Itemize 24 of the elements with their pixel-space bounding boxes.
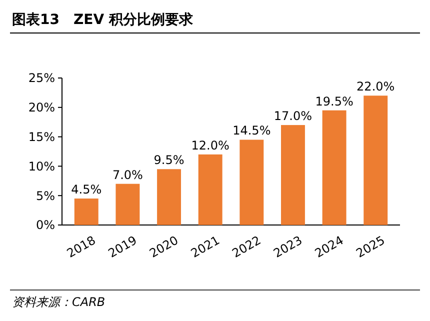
bar [240,140,264,225]
y-tick-label: 5% [36,188,55,203]
bar [281,125,305,225]
y-tick-label: 0% [36,218,55,232]
bar [322,110,346,225]
data-label: 7.0% [112,168,143,182]
bar [74,198,98,225]
bar [116,184,140,225]
y-tick-label: 25% [28,71,55,86]
data-label: 22.0% [356,80,395,94]
y-tick-label: 15% [28,130,55,144]
data-label: 12.0% [191,138,230,152]
data-label: 14.5% [232,124,271,138]
data-label: 4.5% [71,182,102,197]
y-tick-label: 10% [28,159,55,174]
chart-title: 图表13 ZEV 积分比例要求 [12,12,194,28]
y-tick-label: 20% [28,100,55,115]
data-label: 9.5% [154,153,184,168]
bar [198,154,222,225]
bar [364,96,388,225]
text: 资料来源：CARB [12,295,106,309]
bar [157,169,182,225]
data-label: 19.5% [315,94,354,108]
data-label: 17.0% [274,109,312,124]
